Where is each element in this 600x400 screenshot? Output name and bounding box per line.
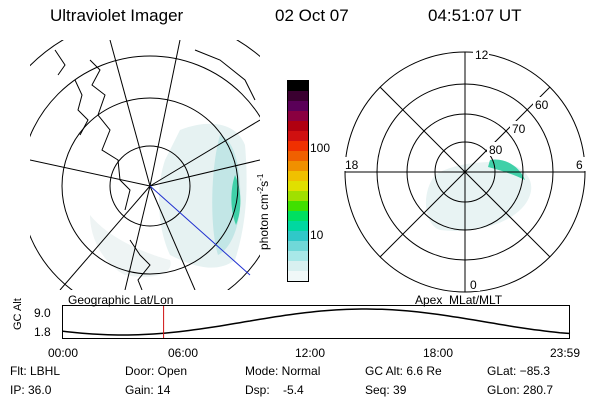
colorbar-tick-10: 10 <box>310 228 324 242</box>
mlat-label-80: 80 <box>489 143 503 157</box>
polar-aurora-peak <box>488 159 525 180</box>
info-ip: IP: 36.0 <box>10 383 52 397</box>
info-glon: GLon: 280.7 <box>487 383 554 397</box>
colorbar-segment <box>288 231 308 241</box>
observation-time: 04:51:07 UT <box>428 6 522 25</box>
colorbar-segment <box>288 151 308 161</box>
time-tick-1200: 12:00 <box>295 346 326 360</box>
info-mode: Mode: Normal <box>245 364 321 378</box>
aurora-emission-lower <box>90 215 171 277</box>
colorbar-segment <box>288 161 308 171</box>
observation-date: 02 Oct 07 <box>275 6 349 25</box>
time-tick-0000: 00:00 <box>48 346 79 360</box>
colorbar-segment <box>288 131 308 141</box>
colorbar-gradient <box>288 81 308 281</box>
mlt-label-0: 0 <box>470 278 477 292</box>
colorbar-segment <box>288 81 308 91</box>
colorbar-segment <box>288 241 308 251</box>
altitude-curve <box>62 308 571 336</box>
colorbar-segment <box>288 261 308 271</box>
mlt-label-18: 18 <box>345 158 359 172</box>
info-door: Door: Open <box>125 364 188 378</box>
time-tick-1800: 18:00 <box>423 346 454 360</box>
colorbar-segment <box>288 91 308 101</box>
mlat-label-70: 70 <box>512 122 526 136</box>
info-gain: Gain: 14 <box>125 383 171 397</box>
apex-caption: Apex MLat/MLT <box>415 293 503 307</box>
colorbar-segment <box>288 191 308 201</box>
info-gc-alt: GC Alt: 6.6 Re <box>365 364 442 378</box>
imager-title: Ultraviolet Imager <box>50 6 184 25</box>
info-glat: GLat: −85.3 <box>487 364 551 378</box>
geographic-map <box>30 40 260 290</box>
mlt-label-6: 6 <box>576 158 583 172</box>
mlt-label-12: 12 <box>475 48 489 62</box>
info-seq: Seq: 39 <box>365 383 407 397</box>
colorbar-segment <box>288 211 308 221</box>
info-dsp: Dsp: -5.4 <box>245 383 304 397</box>
info-filter: Flt: LBHL <box>10 364 61 378</box>
aurora-emission-bright <box>212 135 241 255</box>
colorbar-tick-100: 100 <box>310 141 331 155</box>
time-tick-2359: 23:59 <box>550 346 581 360</box>
altitude-tick-low: 1.8 <box>34 325 51 339</box>
colorbar-segment <box>288 111 308 121</box>
altitude-tick-high: 9.0 <box>34 306 51 320</box>
colorbar-segment <box>288 221 308 231</box>
colorbar-label: photon cm-2s-1 <box>256 173 271 250</box>
mlat-label-60: 60 <box>535 98 549 112</box>
colorbar-segment <box>288 171 308 181</box>
time-tick-0600: 06:00 <box>168 346 199 360</box>
polar-mlt-plot: 12 60 70 80 18 6 0 <box>343 47 586 293</box>
altitude-strip <box>62 305 571 339</box>
colorbar-segment <box>288 251 308 261</box>
colorbar <box>287 80 309 282</box>
altitude-axis-title: GC Alt <box>12 298 24 330</box>
colorbar-segment <box>288 271 308 281</box>
colorbar-segment <box>288 101 308 111</box>
colorbar-segment <box>288 181 308 191</box>
colorbar-segment <box>288 141 308 151</box>
geographic-caption: Geographic Lat/Lon <box>68 293 174 307</box>
colorbar-segment <box>288 201 308 211</box>
colorbar-segment <box>288 121 308 131</box>
